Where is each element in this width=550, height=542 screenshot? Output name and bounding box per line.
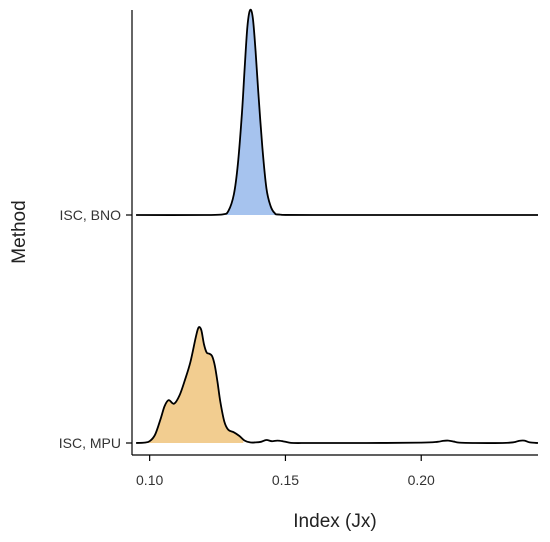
x-tick-label: 0.10: [136, 472, 163, 488]
ridges-group: [132, 8, 539, 444]
x-axis-title: Index (Jx): [293, 511, 376, 532]
y-ticks-group: ISC, MPU ISC, BNO: [59, 207, 132, 451]
ridge-fill-isc-bno: [226, 10, 276, 216]
x-ticks-group: 0.10 0.15 0.20: [136, 455, 435, 488]
y-tick-label: ISC, MPU: [59, 435, 121, 451]
x-tick-label: 0.20: [408, 472, 435, 488]
y-tick-label: ISC, BNO: [60, 207, 122, 223]
x-tick-label: 0.15: [272, 472, 299, 488]
ridge-line-isc-mpu: [136, 326, 539, 444]
ridge-fill-isc-mpu: [132, 327, 244, 444]
y-axis-title: Method: [9, 200, 30, 263]
ridge-line-isc-bno: [136, 8, 539, 216]
